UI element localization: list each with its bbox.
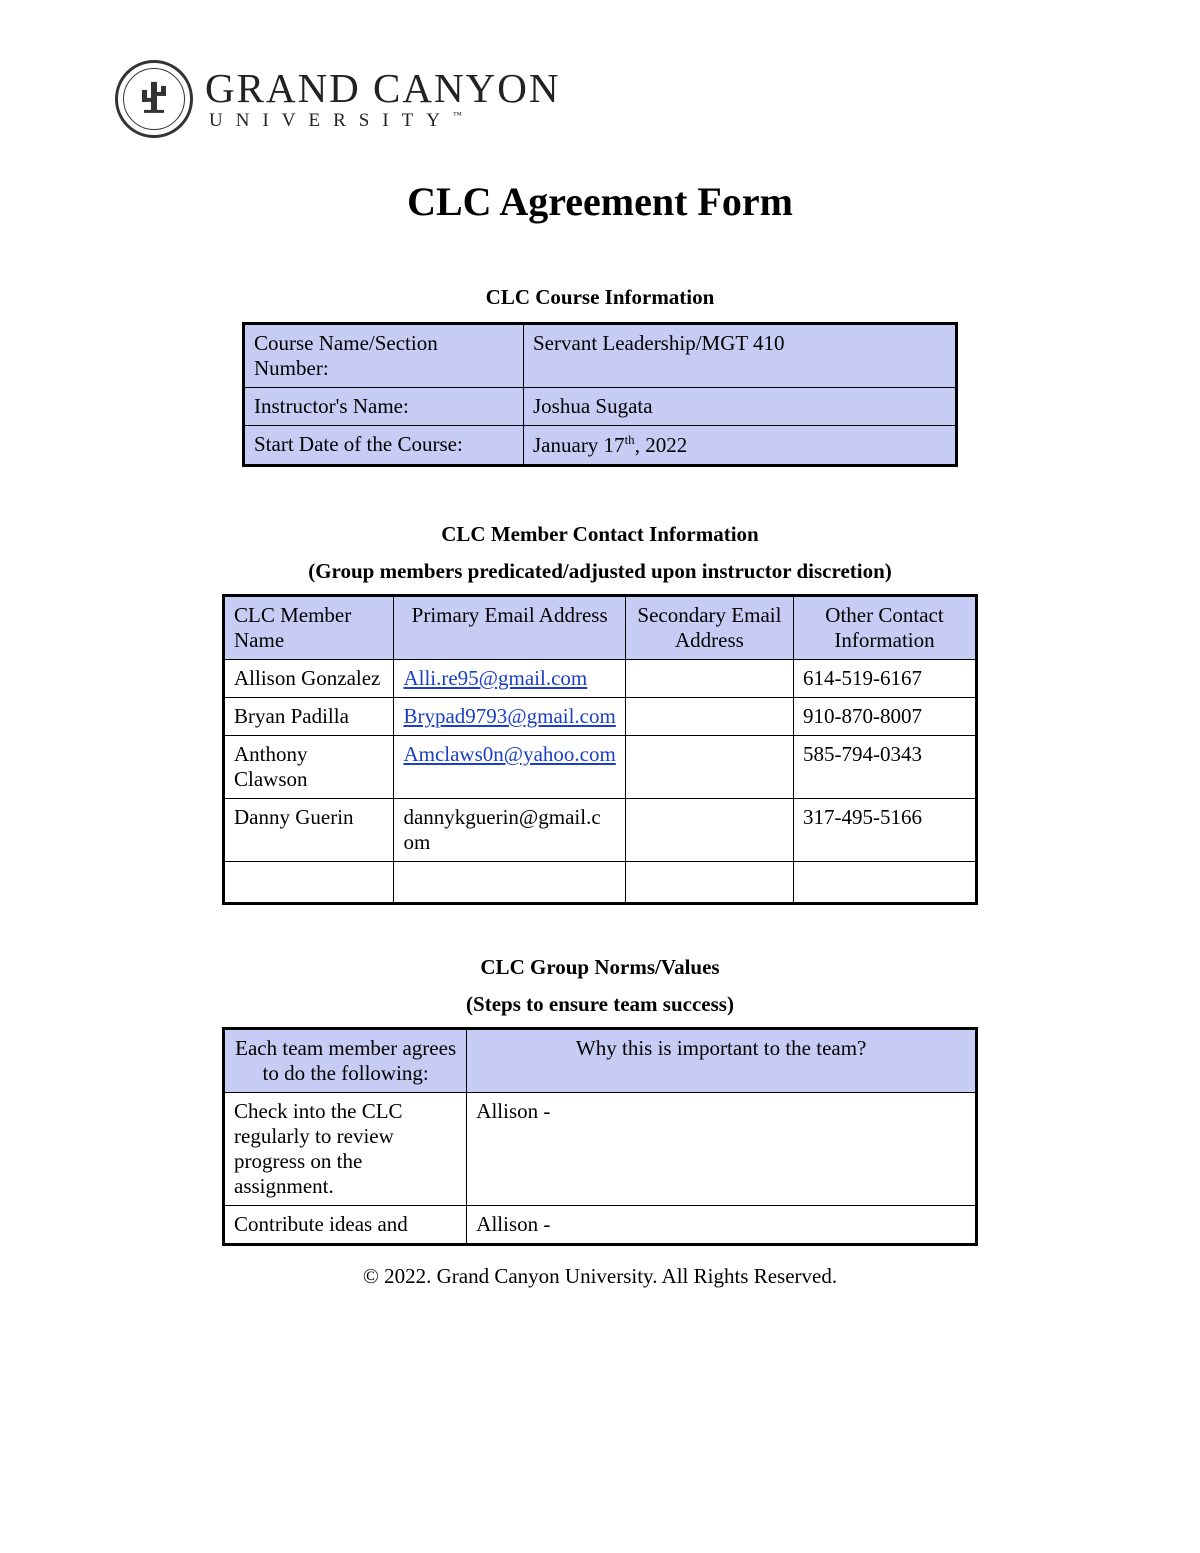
course-value: Servant Leadership/MGT 410 [524, 324, 957, 388]
table-row: Danny Guerindannykguerin@gmail.com 317-49… [224, 799, 977, 862]
norm-why: Allison - [467, 1206, 977, 1245]
other-contact: 910-870-8007 [793, 698, 976, 736]
primary-email [394, 862, 625, 904]
member-name [224, 862, 394, 904]
contact-heading: CLC Member Contact Information [115, 522, 1085, 547]
primary-email: Amclaws0n@yahoo.com [394, 736, 625, 799]
norm-why: Allison - [467, 1093, 977, 1206]
member-name: Danny Guerin [224, 799, 394, 862]
norms-table: Each team member agrees to do the follow… [222, 1027, 978, 1246]
norms-heading: CLC Group Norms/Values [115, 955, 1085, 980]
start-date-label: Start Date of the Course: [244, 426, 524, 466]
secondary-email [625, 736, 793, 799]
norms-subheading: (Steps to ensure team success) [115, 992, 1085, 1017]
copyright-footer: © 2022. Grand Canyon University. All Rig… [115, 1264, 1085, 1289]
table-row: Allison Gonzalez Alli.re95@gmail.com 614-5… [224, 660, 977, 698]
table-row: Start Date of the Course: January 17th, … [244, 426, 957, 466]
course-info-table: Course Name/Section Number: Servant Lead… [242, 322, 958, 467]
secondary-email [625, 799, 793, 862]
col-primary-email: Primary Email Address [394, 596, 625, 660]
course-info-heading: CLC Course Information [115, 285, 1085, 310]
email-link[interactable]: Amclaws0n@yahoo.com [403, 742, 615, 766]
table-row: Course Name/Section Number: Servant Lead… [244, 324, 957, 388]
col-why: Why this is important to the team? [467, 1029, 977, 1093]
col-other-contact: Other Contact Information [793, 596, 976, 660]
primary-email: dannykguerin@gmail.com [394, 799, 625, 862]
contact-subheading: (Group members predicated/adjusted upon … [115, 559, 1085, 584]
other-contact: 614-519-6167 [793, 660, 976, 698]
primary-email: Brypad9793@gmail.com [394, 698, 625, 736]
table-row: Check into the CLC regularly to review p… [224, 1093, 977, 1206]
logo-main-text: GRAND CANYON [205, 68, 560, 109]
secondary-email [625, 660, 793, 698]
email-link[interactable]: Alli.re95@gmail.com [403, 666, 587, 690]
email-link[interactable]: Brypad9793@gmail.com [403, 704, 615, 728]
other-contact: 317-495-5166 [793, 799, 976, 862]
instructor-label: Instructor's Name: [244, 388, 524, 426]
course-label: Course Name/Section Number: [244, 324, 524, 388]
start-date-value: January 17th, 2022 [524, 426, 957, 466]
norm-agree: Contribute ideas and [224, 1206, 467, 1245]
table-row [224, 862, 977, 904]
seal-icon [115, 60, 193, 138]
logo-sub-text: UNIVERSITY™ [205, 111, 560, 130]
member-name: Bryan Padilla [224, 698, 394, 736]
norm-agree: Check into the CLC regularly to review p… [224, 1093, 467, 1206]
col-member-name: CLC Member Name [224, 596, 394, 660]
secondary-email [625, 862, 793, 904]
table-row: Contribute ideas andAllison - [224, 1206, 977, 1245]
instructor-value: Joshua Sugata [524, 388, 957, 426]
other-contact [793, 862, 976, 904]
other-contact: 585-794-0343 [793, 736, 976, 799]
col-secondary-email: Secondary Email Address [625, 596, 793, 660]
primary-email: Alli.re95@gmail.com [394, 660, 625, 698]
contact-table: CLC Member Name Primary Email Address Se… [222, 594, 978, 905]
col-agree: Each team member agrees to do the follow… [224, 1029, 467, 1093]
university-logo: GRAND CANYON UNIVERSITY™ [115, 60, 1085, 138]
member-name: Anthony Clawson [224, 736, 394, 799]
table-row: Anthony Clawson Amclaws0n@yahoo.com 585-79… [224, 736, 977, 799]
member-name: Allison Gonzalez [224, 660, 394, 698]
secondary-email [625, 698, 793, 736]
page-title: CLC Agreement Form [115, 178, 1085, 225]
table-row: Bryan Padilla Brypad9793@gmail.com 910-870… [224, 698, 977, 736]
table-row: Instructor's Name: Joshua Sugata [244, 388, 957, 426]
